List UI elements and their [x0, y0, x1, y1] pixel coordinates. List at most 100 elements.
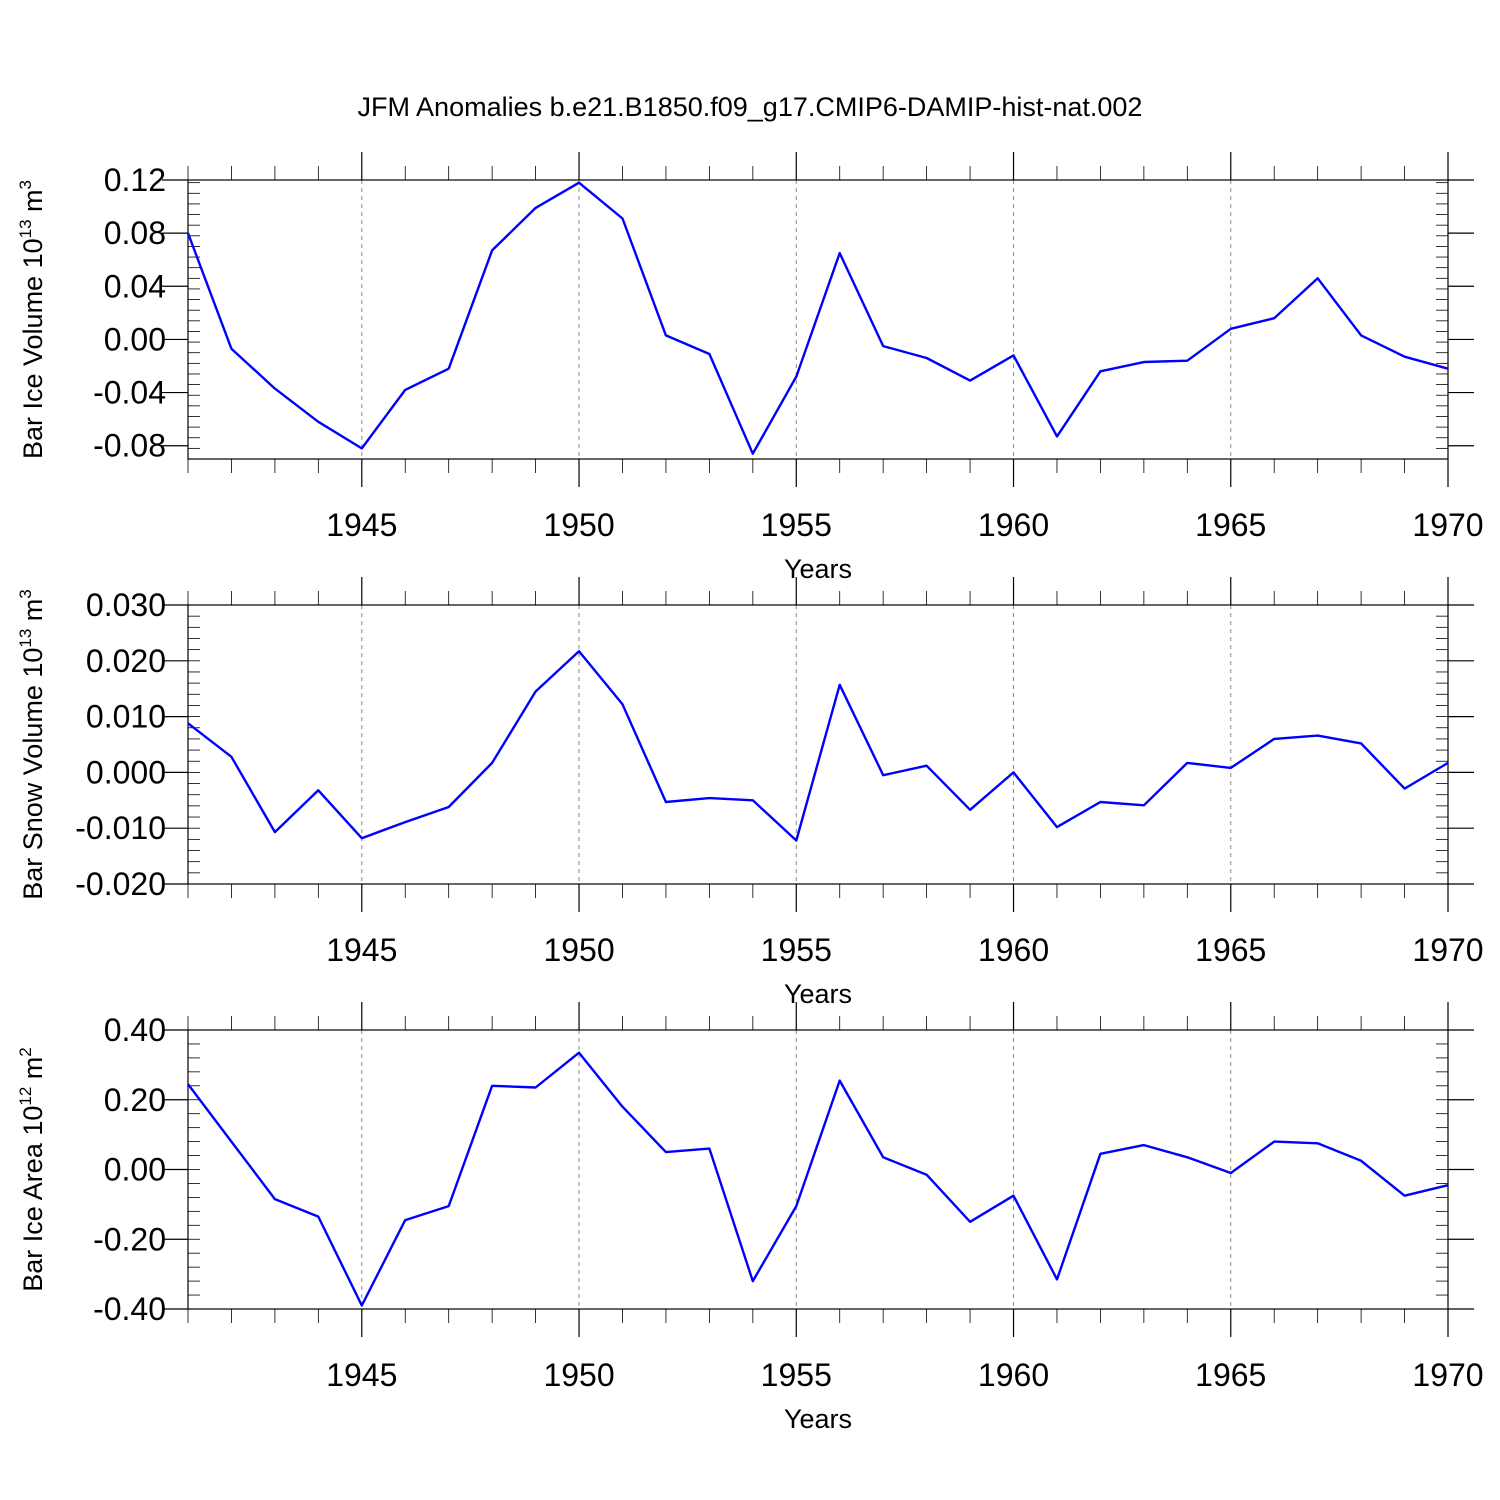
x-tick-label: 1950	[543, 1357, 614, 1393]
data-point	[186, 721, 190, 725]
data-point	[1098, 1152, 1102, 1156]
data-point	[925, 1173, 929, 1177]
y-axis-label-ylabel-sup: 12	[16, 1087, 35, 1106]
data-point	[1359, 741, 1363, 745]
y-axis-label-ylabel: Bar Snow Volume 10	[18, 648, 48, 900]
data-point	[360, 446, 364, 450]
data-point	[229, 755, 233, 759]
data-point	[794, 838, 798, 842]
data-point	[534, 206, 538, 210]
data-point	[316, 788, 320, 792]
data-point	[490, 1084, 494, 1088]
x-tick-label: 1955	[761, 507, 832, 543]
y-axis-label-ylabel-unit: m	[18, 1057, 48, 1087]
data-point	[881, 344, 885, 348]
y-axis-label-ylabel-unit-sup: 3	[16, 180, 35, 189]
x-tick-label: 1970	[1412, 507, 1483, 543]
data-point	[620, 217, 624, 221]
data-point	[751, 1279, 755, 1283]
data-point	[534, 689, 538, 693]
y-tick-label: -0.40	[93, 1291, 166, 1327]
data-point	[1185, 359, 1189, 363]
data-point	[186, 1082, 190, 1086]
y-tick-label: 0.030	[86, 587, 166, 623]
y-tick-label: 0.08	[104, 215, 166, 251]
data-point	[664, 1150, 668, 1154]
plot-frame	[187, 604, 1449, 885]
x-tick-label: 1970	[1412, 1357, 1483, 1393]
x-tick-label: 1965	[1195, 932, 1266, 968]
data-point	[316, 420, 320, 424]
data-point	[1272, 316, 1276, 320]
series-line	[187, 1051, 1449, 1307]
data-point	[1446, 761, 1450, 765]
data-point	[838, 1079, 842, 1083]
data-point	[447, 367, 451, 371]
x-tick-label: 1955	[761, 932, 832, 968]
data-point	[925, 356, 929, 360]
data-point	[1359, 1159, 1363, 1163]
data-point	[838, 683, 842, 687]
data-point	[968, 379, 972, 383]
x-tick-label: 1965	[1195, 1357, 1266, 1393]
data-point	[794, 1204, 798, 1208]
data-point	[273, 387, 277, 391]
plot-frame	[187, 1029, 1449, 1310]
data-point	[881, 773, 885, 777]
x-tick-label: 1965	[1195, 507, 1266, 543]
x-tick-label: 1960	[978, 1357, 1049, 1393]
data-point	[577, 181, 581, 185]
y-tick-label: 0.00	[104, 1152, 166, 1188]
y-axis-label: Bar Snow Volume 1013 m3	[16, 589, 48, 900]
data-point	[490, 248, 494, 252]
data-point	[620, 702, 624, 706]
data-point	[1403, 355, 1407, 359]
y-axis-label-ylabel-unit-sup: 2	[16, 1047, 35, 1056]
data-point	[1403, 787, 1407, 791]
y-axis-label-ylabel-sup: 13	[16, 629, 35, 648]
chart-title: JFM Anomalies b.e21.B1850.f09_g17.CMIP6-…	[358, 92, 1143, 122]
data-point	[1098, 800, 1102, 804]
data-point	[838, 251, 842, 255]
data-point	[751, 452, 755, 456]
data-point	[751, 798, 755, 802]
data-point	[360, 836, 364, 840]
data-point	[577, 649, 581, 653]
x-tick-label: 1950	[543, 932, 614, 968]
data-point	[1316, 734, 1320, 738]
data-point	[1185, 761, 1189, 765]
data-point	[577, 1051, 581, 1055]
data-point	[664, 333, 668, 337]
y-axis-label: Bar Ice Volume 1013 m3	[16, 180, 48, 459]
data-point	[707, 352, 711, 356]
data-point	[1403, 1194, 1407, 1198]
data-point	[273, 830, 277, 834]
y-tick-label: -0.020	[75, 866, 166, 902]
x-tick-label: 1955	[761, 1357, 832, 1393]
x-axis-label: Years	[784, 554, 852, 584]
data-point	[403, 388, 407, 392]
data-point	[360, 1304, 364, 1308]
y-axis-label-ylabel-unit-sup: 3	[16, 589, 35, 598]
series-line	[186, 181, 1449, 455]
series-line	[187, 650, 1449, 842]
y-tick-label: -0.010	[75, 810, 166, 846]
y-tick-label: -0.08	[93, 428, 166, 464]
panel-1: -0.08 -0.04 0.00 0.04 0.08 0.12 1945 1950 1955 19…	[16, 152, 1484, 584]
x-tick-label: 1960	[978, 507, 1049, 543]
x-axis-label: Years	[784, 1404, 852, 1434]
y-tick-label: 0.20	[104, 1082, 166, 1118]
x-tick-label: 1950	[543, 507, 614, 543]
y-axis-label-ylabel: Bar Ice Volume 10	[18, 238, 48, 459]
data-point	[925, 764, 929, 768]
data-point	[1142, 803, 1146, 807]
data-point	[1142, 1143, 1146, 1147]
data-point	[447, 805, 451, 809]
data-point	[1055, 825, 1059, 829]
data-point	[403, 1218, 407, 1222]
y-tick-label: -0.20	[93, 1221, 166, 1257]
x-tick-label: 1970	[1412, 932, 1483, 968]
data-point	[1316, 276, 1320, 280]
data-point	[1012, 353, 1016, 357]
data-point	[1272, 737, 1276, 741]
